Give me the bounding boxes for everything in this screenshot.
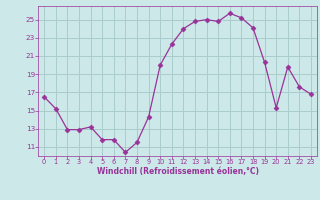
X-axis label: Windchill (Refroidissement éolien,°C): Windchill (Refroidissement éolien,°C)	[97, 167, 259, 176]
